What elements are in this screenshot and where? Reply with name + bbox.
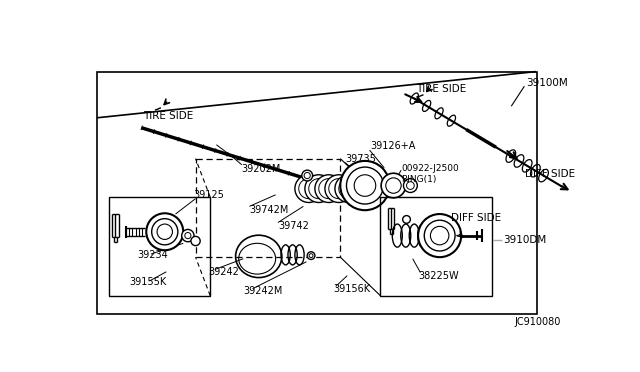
Circle shape [418,214,461,257]
Circle shape [147,213,183,250]
Text: TIRE SIDE: TIRE SIDE [143,111,193,121]
Text: DIFF SIDE: DIFF SIDE [451,213,501,223]
Text: JC910080: JC910080 [515,317,561,327]
Circle shape [182,230,194,242]
Text: 38225W: 38225W [418,271,459,280]
Text: 39242M: 39242M [243,286,283,296]
Text: TIRE SIDE: TIRE SIDE [417,84,467,94]
Text: 39126+A: 39126+A [371,141,416,151]
Text: 39234: 39234 [137,250,168,260]
Text: 39156K: 39156K [333,285,371,295]
Circle shape [307,252,315,260]
Circle shape [305,175,333,202]
Circle shape [386,178,401,193]
Circle shape [403,179,417,192]
Circle shape [157,224,172,240]
Circle shape [340,161,390,210]
Circle shape [403,216,410,223]
Text: 39100M: 39100M [526,78,568,88]
Bar [380,197,492,296]
Bar [109,197,210,296]
Circle shape [325,175,353,202]
Text: 39155K: 39155K [129,277,166,287]
Circle shape [346,167,383,204]
Circle shape [406,182,414,189]
Circle shape [185,232,191,239]
Text: DIFF SIDE: DIFF SIDE [525,169,575,179]
Text: 00922-J2500
RING(1): 00922-J2500 RING(1) [401,164,459,184]
Text: 39202M: 39202M [242,164,281,174]
Text: 3910DM: 3910DM [503,235,546,245]
Text: 39742: 39742 [278,221,309,231]
Circle shape [152,219,178,245]
Circle shape [191,236,200,246]
Circle shape [329,179,349,199]
Circle shape [302,170,312,181]
Circle shape [424,220,455,251]
Bar [196,158,340,257]
Text: 39125: 39125 [193,190,224,200]
Circle shape [354,175,376,196]
Text: 39735: 39735 [346,154,376,164]
Circle shape [381,173,406,198]
Circle shape [309,254,313,257]
Circle shape [299,179,319,199]
Circle shape [335,175,363,202]
Circle shape [339,179,359,199]
Circle shape [304,173,310,179]
Circle shape [431,226,449,245]
Circle shape [315,175,342,202]
Text: 39242: 39242 [209,267,239,277]
Circle shape [295,175,323,202]
Text: 39742M: 39742M [250,205,289,215]
Circle shape [319,179,339,199]
Bar [97,71,538,314]
Circle shape [308,179,329,199]
